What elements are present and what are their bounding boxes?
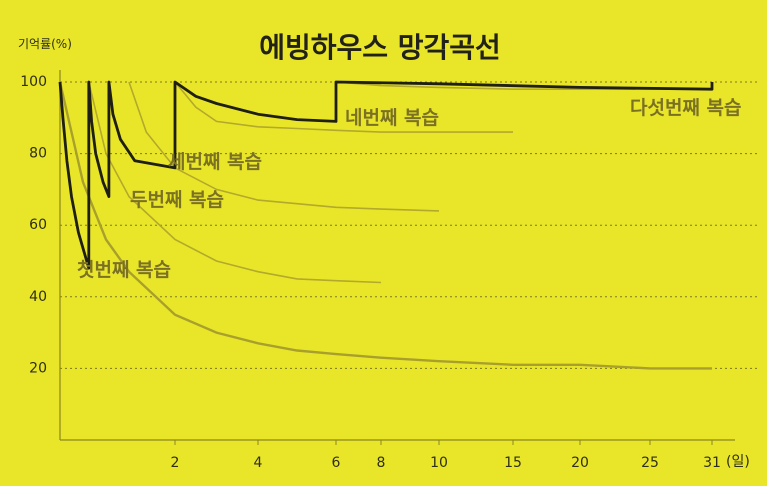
y-tick-label: 80 bbox=[29, 146, 47, 162]
x-tick-label: 10 bbox=[430, 455, 448, 471]
chart-title: 에빙하우스 망각곡선 bbox=[259, 31, 501, 64]
decay-curve-first-line bbox=[58, 81, 712, 370]
x-tick-label: 2 bbox=[171, 455, 180, 471]
review-label: 세번째 복습 bbox=[168, 151, 262, 173]
x-axis-unit: (일) bbox=[726, 454, 750, 470]
y-tick-label: 100 bbox=[20, 74, 47, 90]
review-label: 다섯번째 복습 bbox=[630, 97, 742, 119]
x-tick-label: 20 bbox=[571, 455, 589, 471]
x-tick-label: 4 bbox=[254, 455, 263, 471]
review-label: 네번째 복습 bbox=[345, 107, 439, 129]
x-tick-label: 15 bbox=[504, 455, 522, 471]
y-axis-label: 기억률(%) bbox=[18, 37, 72, 51]
decay-curve-second-line bbox=[88, 81, 382, 284]
curves bbox=[58, 80, 714, 370]
review-path bbox=[58, 80, 714, 270]
x-tick-label: 6 bbox=[332, 455, 341, 471]
y-tick-label: 40 bbox=[29, 289, 47, 305]
review-label: 첫번째 복습 bbox=[77, 259, 171, 281]
x-tick-label: 25 bbox=[641, 455, 659, 471]
annotations: 첫번째 복습 두번째 복습 세번째 복습 네번째 복습 다섯번째 복습 bbox=[77, 97, 742, 281]
y-tick-label: 20 bbox=[29, 360, 47, 376]
decay-curve-third-line bbox=[128, 81, 440, 212]
decay-curve-fourth-line bbox=[174, 81, 513, 133]
x-tick-label: 31 bbox=[703, 455, 721, 471]
x-tick-label: 8 bbox=[377, 455, 386, 471]
axes: 20 40 60 80 100 2 4 6 8 10 15 20 25 31 bbox=[20, 70, 735, 471]
review-label: 두번째 복습 bbox=[130, 189, 224, 211]
y-tick-label: 60 bbox=[29, 217, 47, 233]
